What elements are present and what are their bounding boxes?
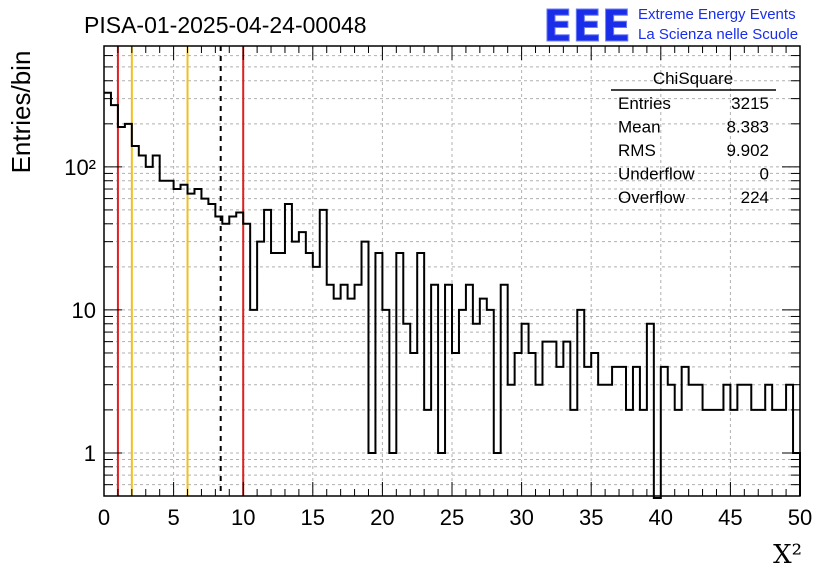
y-axis-label: Entries/bin: [6, 51, 36, 174]
x-tick-label: 25: [440, 505, 464, 530]
y-tick-label: 1: [84, 441, 96, 466]
stats-value: 9.902: [726, 141, 769, 160]
x-tick-label: 0: [98, 505, 110, 530]
x-axis-label: X²: [773, 540, 802, 570]
x-tick-label: 10: [231, 505, 255, 530]
stats-box: ChiSquare Entries 3215 Mean 8.383 RMS 9.902 Un…: [611, 69, 776, 207]
stats-value: 224: [741, 188, 769, 207]
histogram-line: [104, 91, 801, 499]
stats-rows: Entries 3215 Mean 8.383 RMS 9.902 Underflow 0 Ov…: [618, 94, 769, 207]
logo-line-1: Extreme Energy Events: [638, 6, 796, 23]
x-tick-label: 30: [509, 505, 533, 530]
x-tick-label: 20: [370, 505, 394, 530]
stats-label: RMS: [618, 141, 656, 160]
eee-logo: EEE Extreme Energy Events La Scienza nel…: [543, 1, 799, 53]
logo-line-2: La Scienza nelle Scuole: [638, 26, 798, 43]
reference-lines: [116, 46, 245, 496]
x-tick-label: 5: [167, 505, 179, 530]
stats-name: ChiSquare: [653, 69, 733, 88]
chart-title: PISA-01-2025-04-24-00048: [84, 12, 367, 38]
x-tick-label: 45: [718, 505, 742, 530]
x-tick-label: 50: [788, 505, 812, 530]
stats-value: 8.383: [726, 118, 769, 137]
x-tick-label: 15: [301, 505, 325, 530]
x-tick-label: 35: [579, 505, 603, 530]
y-tick-label: 10: [72, 298, 96, 323]
stats-label: Entries: [618, 94, 671, 113]
axis-ticks: [103, 45, 801, 497]
stats-label: Overflow: [618, 188, 686, 207]
x-tick-label: 40: [649, 505, 673, 530]
tick-labels: 0 5 10 15 20 25 30 35 40 45 50 1 10 10²: [64, 155, 812, 530]
y-tick-label: 10²: [64, 155, 96, 180]
grid-lines: [104, 45, 800, 497]
stats-value: 0: [760, 165, 769, 184]
stats-value: 3215: [731, 94, 769, 113]
stats-label: Mean: [618, 118, 661, 137]
logo-text: EEE: [543, 1, 631, 52]
stats-label: Underflow: [618, 165, 695, 184]
